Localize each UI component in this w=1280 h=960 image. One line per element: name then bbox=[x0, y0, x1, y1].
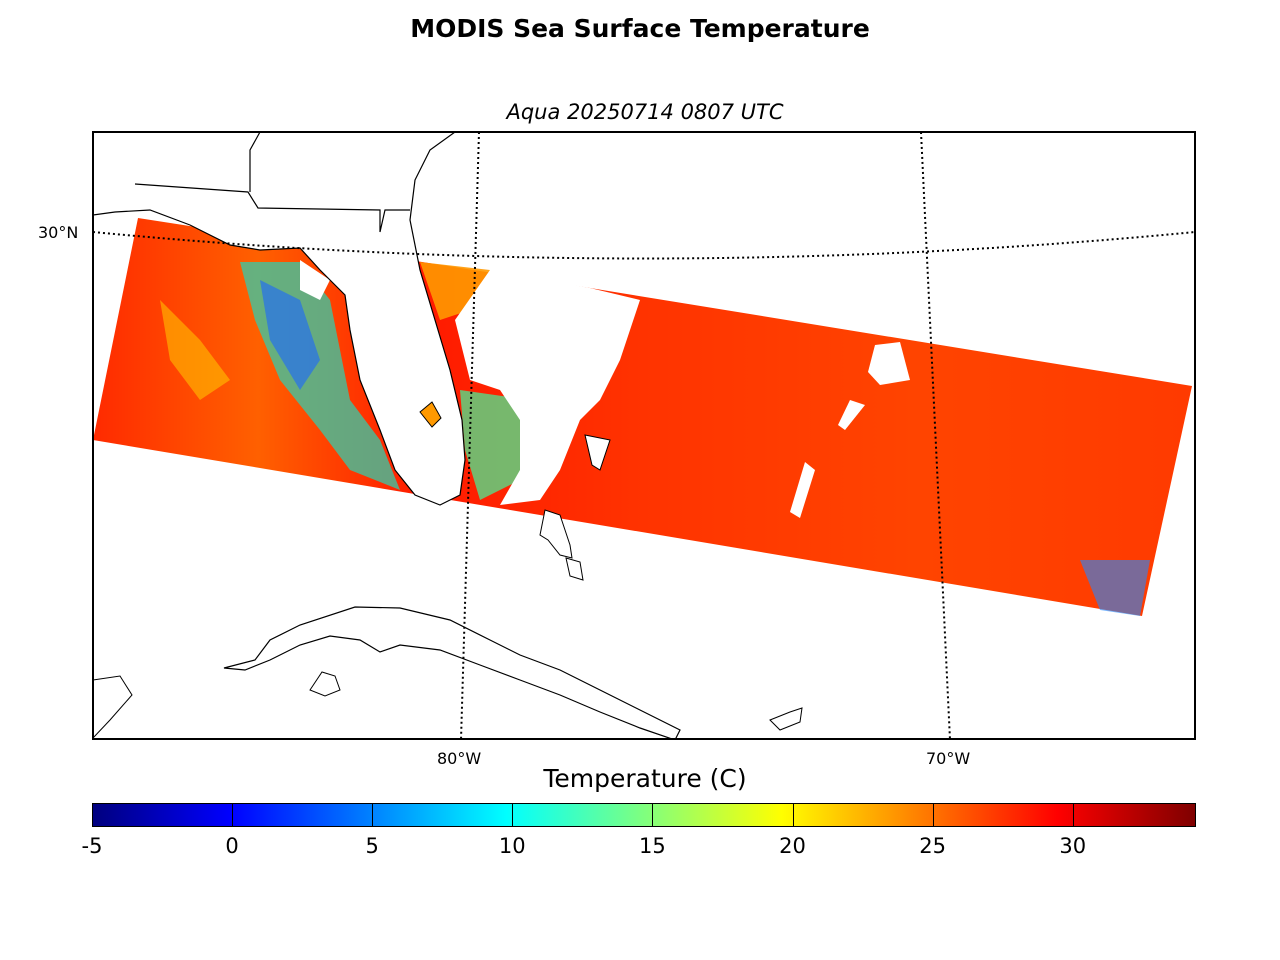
colorbar-tick-label: 30 bbox=[1059, 834, 1087, 858]
colorbar-tick-label: 20 bbox=[779, 834, 806, 858]
land-isla-juventud bbox=[309, 671, 341, 697]
lat-label-30n: 30°N bbox=[38, 223, 79, 242]
colorbar bbox=[92, 803, 1196, 827]
colorbar-tick-label: 0 bbox=[225, 834, 239, 858]
graticule-80w bbox=[460, 132, 480, 739]
sst-cool-patch bbox=[420, 262, 490, 320]
colorbar-tick-mark bbox=[92, 803, 93, 827]
map-data-layer bbox=[93, 132, 1195, 739]
sst-cool-patch bbox=[160, 300, 230, 400]
land-island bbox=[769, 707, 803, 731]
lon-label-70w: 70°W bbox=[926, 749, 971, 768]
graticule-70w bbox=[920, 132, 951, 739]
cloud-mask-region bbox=[838, 400, 865, 430]
colorbar-tick-label: 5 bbox=[365, 834, 379, 858]
land-florida bbox=[93, 132, 466, 506]
chart-title: MODIS Sea Surface Temperature bbox=[410, 14, 870, 43]
cloud-mask-region bbox=[790, 462, 815, 518]
colorbar-tick-label: 10 bbox=[498, 834, 526, 858]
colorbar-tick-label: 15 bbox=[639, 834, 666, 858]
state-border bbox=[249, 132, 261, 192]
cloud-mask-region bbox=[868, 342, 910, 385]
colorbar-tick-mark bbox=[932, 803, 934, 827]
colorbar-tick-mark bbox=[652, 803, 654, 827]
land-bahamas bbox=[539, 509, 573, 559]
colorbar-tick-mark bbox=[372, 803, 374, 827]
colorbar-tick-mark bbox=[1072, 803, 1074, 827]
chart-subtitle: Aqua 20250714 0807 UTC bbox=[506, 100, 784, 124]
cloud-mask-region bbox=[455, 270, 640, 505]
colorbar-title: Temperature (C) bbox=[543, 764, 747, 793]
land-bahamas bbox=[584, 434, 611, 471]
sst-cool-patch bbox=[260, 280, 320, 390]
sst-cool-patch bbox=[460, 390, 530, 500]
cloud-mask-region bbox=[300, 260, 330, 300]
state-border bbox=[134, 183, 410, 233]
colorbar-tick-label: 25 bbox=[919, 834, 946, 858]
land-bahamas bbox=[565, 557, 584, 581]
graticule-30n bbox=[93, 231, 1195, 260]
land-yucatan bbox=[93, 675, 133, 739]
lake-okeechobee bbox=[419, 401, 442, 428]
colorbar-tick-mark bbox=[792, 803, 794, 827]
colorbar-tick-label: -5 bbox=[81, 834, 103, 858]
sst-cool-patch bbox=[1080, 560, 1150, 616]
colorbar-tick-mark bbox=[232, 803, 234, 827]
land-cuba bbox=[223, 606, 681, 739]
colorbar-tick-mark bbox=[512, 803, 514, 827]
lon-label-80w: 80°W bbox=[437, 749, 482, 768]
map-frame bbox=[92, 131, 1196, 740]
